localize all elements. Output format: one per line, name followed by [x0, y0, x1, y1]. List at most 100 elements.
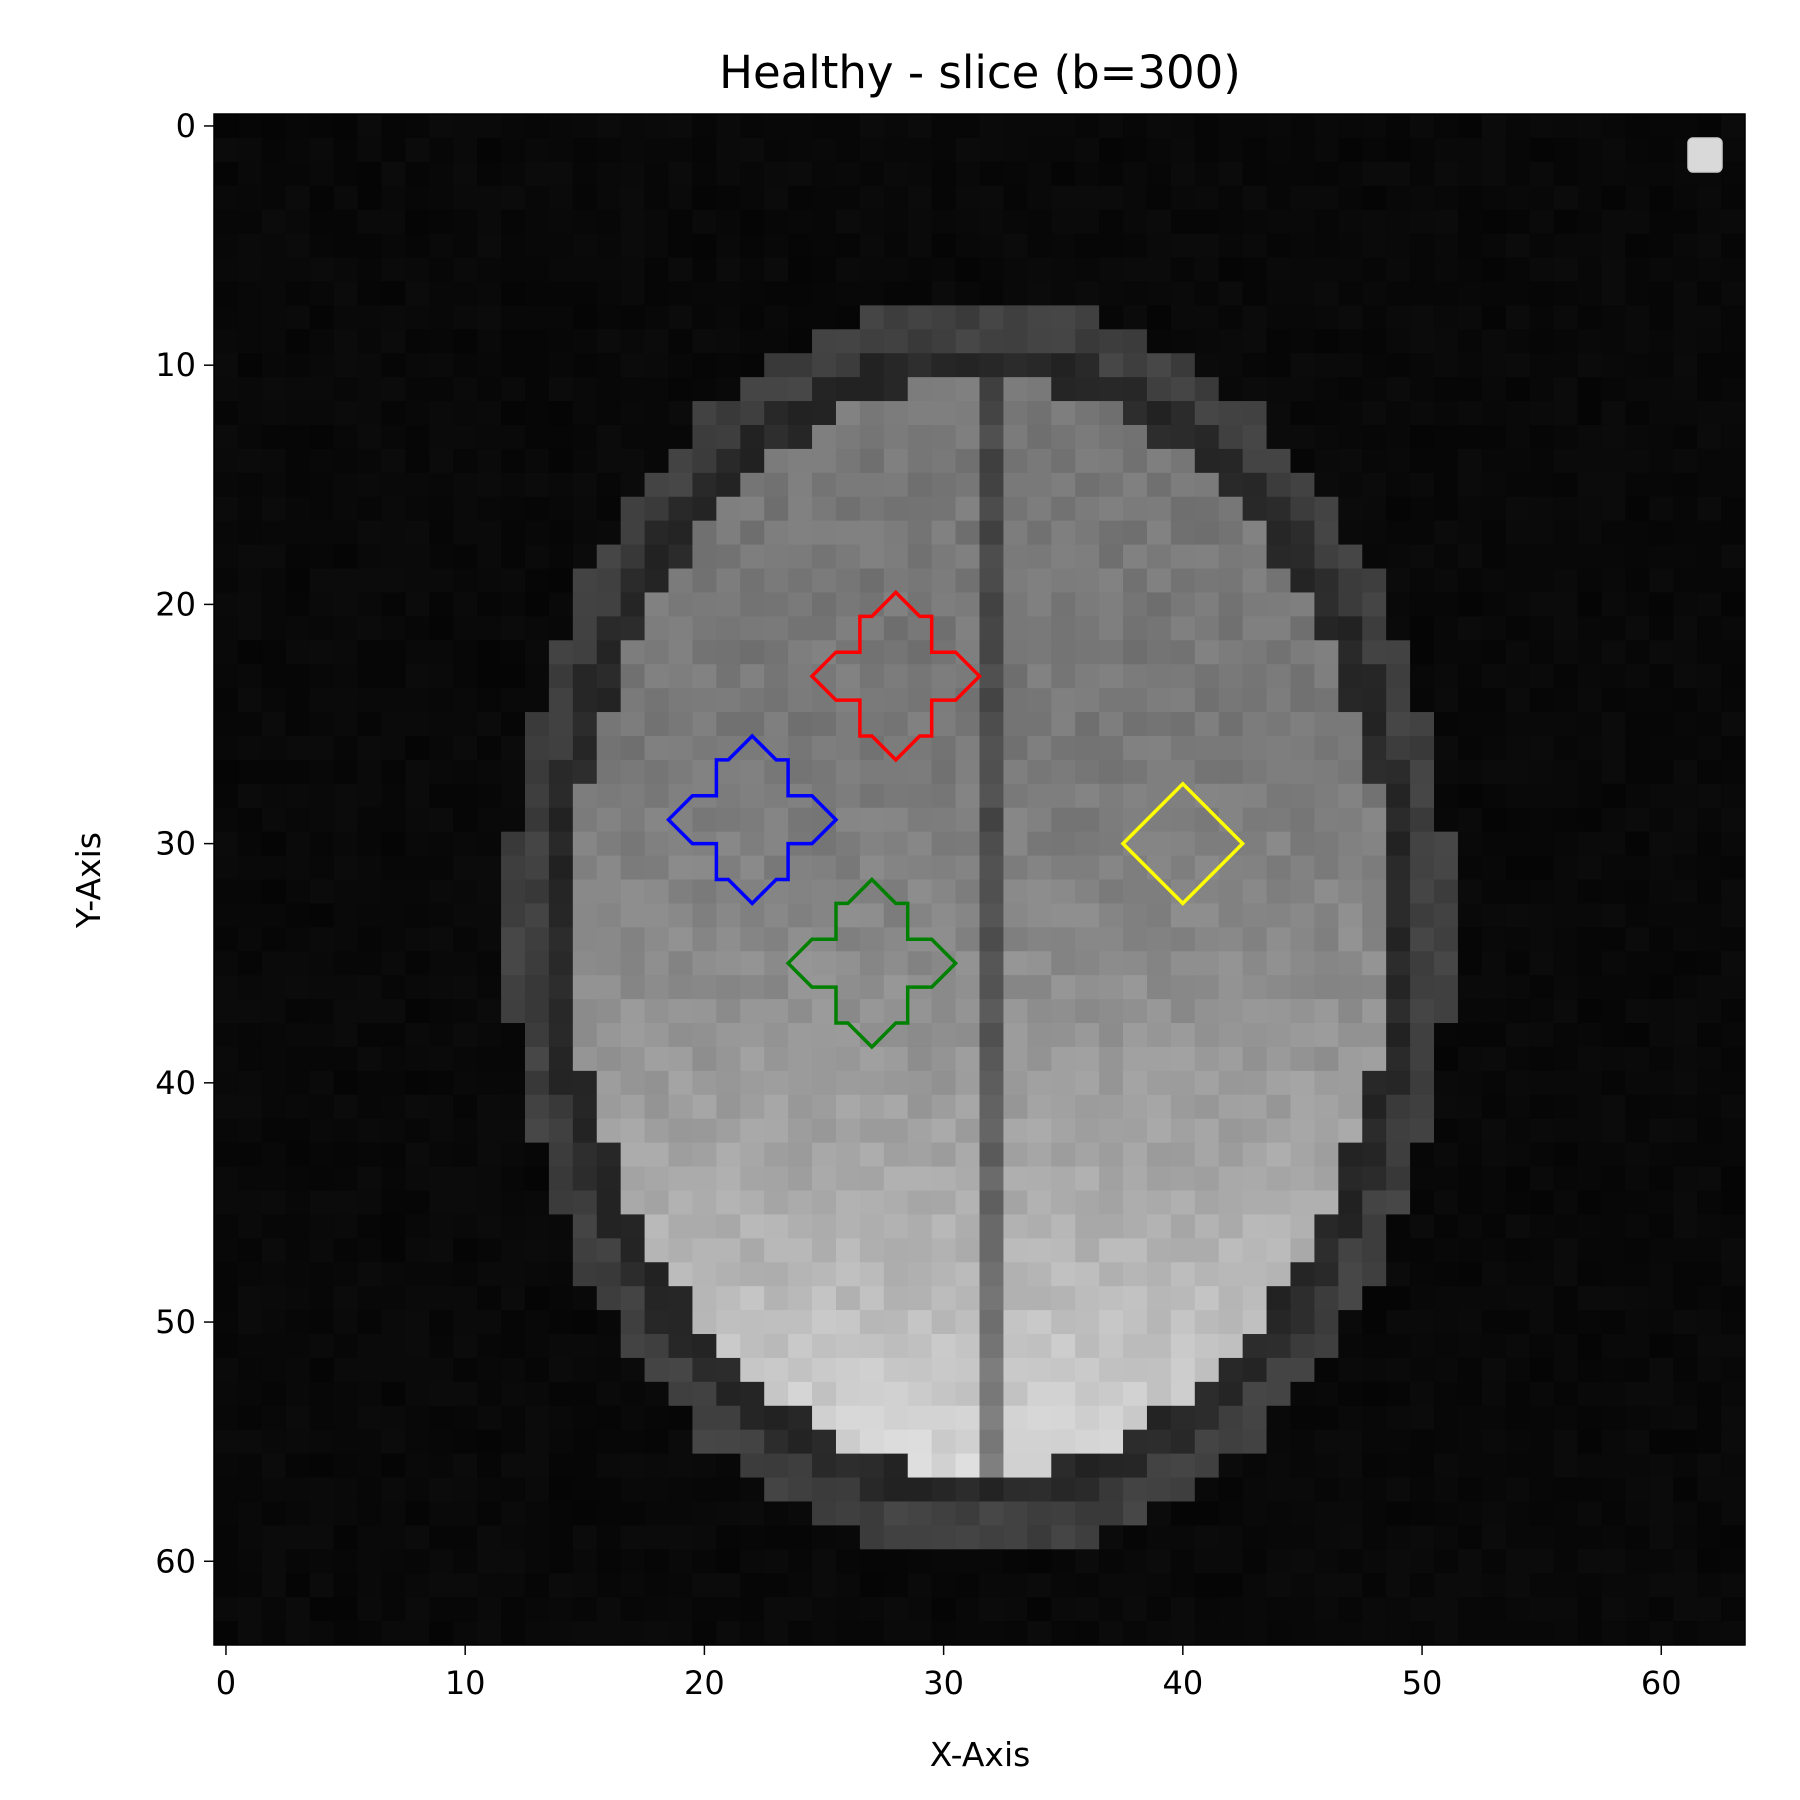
- heatmap-cell: [381, 1190, 406, 1215]
- heatmap-cell: [1434, 161, 1459, 187]
- heatmap-cell: [1457, 137, 1483, 163]
- heatmap-cell: [1218, 1094, 1244, 1120]
- heatmap-cell: [1242, 831, 1268, 857]
- heatmap-cell: [548, 1501, 574, 1526]
- heatmap-cell: [955, 1286, 981, 1311]
- heatmap-cell: [548, 951, 574, 976]
- heatmap-cell: [572, 472, 598, 498]
- heatmap-cell: [716, 735, 741, 761]
- heatmap-cell: [859, 616, 885, 641]
- heatmap-cell: [429, 448, 454, 474]
- heatmap-cell: [429, 281, 454, 306]
- heatmap-cell: [812, 999, 837, 1024]
- heatmap-cell: [261, 1405, 287, 1431]
- heatmap-cell: [1625, 1190, 1650, 1215]
- heatmap-cell: [1123, 185, 1148, 211]
- heatmap-cell: [1290, 1238, 1315, 1263]
- heatmap-cell: [692, 1525, 717, 1550]
- heatmap-cell: [1266, 999, 1292, 1024]
- heatmap-cell: [979, 1046, 1005, 1072]
- heatmap-cell: [1218, 257, 1244, 283]
- heatmap-cell: [1577, 257, 1603, 283]
- heatmap-cell: [1410, 424, 1435, 450]
- heatmap-cell: [1003, 377, 1028, 402]
- heatmap-cell: [405, 1453, 430, 1479]
- heatmap-cell: [644, 377, 670, 402]
- heatmap-cell: [1170, 1429, 1196, 1455]
- heatmap-cell: [812, 1357, 837, 1383]
- heatmap-cell: [1099, 281, 1124, 306]
- heatmap-cell: [931, 616, 957, 641]
- heatmap-cell: [1314, 1094, 1339, 1120]
- heatmap-cell: [1099, 137, 1124, 163]
- heatmap-cell: [644, 759, 670, 785]
- heatmap-cell: [979, 496, 1005, 522]
- heatmap-cell: [333, 975, 359, 1000]
- heatmap-cell: [1697, 1334, 1722, 1359]
- heatmap-cell: [429, 161, 454, 187]
- heatmap-cell: [788, 903, 813, 928]
- heatmap-cell: [548, 1334, 574, 1359]
- heatmap-cell: [405, 616, 430, 641]
- heatmap-cell: [1003, 951, 1028, 976]
- heatmap-cell: [429, 831, 454, 857]
- heatmap-cell: [1290, 1597, 1315, 1622]
- heatmap-cell: [1362, 1118, 1387, 1144]
- heatmap-cell: [501, 999, 526, 1024]
- heatmap-cell: [955, 520, 981, 546]
- heatmap-cell: [1123, 1118, 1148, 1144]
- heatmap-cell: [931, 233, 957, 259]
- heatmap-cell: [1601, 1334, 1626, 1359]
- heatmap-cell: [1481, 1573, 1507, 1598]
- heatmap-cell: [429, 1597, 454, 1622]
- heatmap-cell: [812, 544, 837, 570]
- heatmap-cell: [1075, 664, 1100, 689]
- heatmap-cell: [1075, 520, 1100, 546]
- heatmap-cell: [1338, 688, 1363, 713]
- heatmap-cell: [692, 377, 717, 402]
- heatmap-cell: [979, 257, 1005, 283]
- heatmap-cell: [405, 185, 430, 211]
- heatmap-cell: [1194, 281, 1220, 306]
- heatmap-cell: [1051, 1573, 1076, 1598]
- heatmap-cell: [1027, 1429, 1052, 1455]
- heatmap-cell: [237, 496, 263, 522]
- heatmap-cell: [1338, 1214, 1363, 1239]
- heatmap-cell: [1338, 1549, 1363, 1574]
- heatmap-cell: [596, 688, 622, 713]
- heatmap-cell: [955, 1597, 981, 1622]
- heatmap-cell: [1338, 1046, 1363, 1072]
- heatmap-cell: [1601, 1286, 1626, 1311]
- heatmap-cell: [859, 1023, 885, 1048]
- heatmap-cell: [1123, 1597, 1148, 1622]
- heatmap-cell: [1529, 1405, 1555, 1431]
- heatmap-cell: [1601, 1621, 1626, 1645]
- heatmap-cell: [955, 1023, 981, 1048]
- heatmap-cell: [237, 807, 263, 833]
- heatmap-cell: [979, 424, 1005, 450]
- heatmap-cell: [764, 1453, 789, 1479]
- heatmap-cell: [357, 855, 383, 881]
- heatmap-cell: [596, 1381, 622, 1407]
- heatmap-cell: [1601, 975, 1626, 1000]
- heatmap-cell: [859, 664, 885, 689]
- heatmap-cell: [214, 664, 239, 689]
- heatmap-cell: [788, 114, 813, 139]
- heatmap-cell: [1481, 831, 1507, 857]
- heatmap-cell: [1194, 257, 1220, 283]
- heatmap-cell: [1146, 1597, 1172, 1622]
- heatmap-cell: [1362, 1357, 1387, 1383]
- heatmap-cell: [1529, 783, 1555, 809]
- heatmap-cell: [1386, 377, 1411, 402]
- heatmap-cell: [1721, 185, 1745, 211]
- heatmap-cell: [1338, 353, 1363, 378]
- heatmap-cell: [883, 472, 909, 498]
- heatmap-cell: [644, 712, 670, 737]
- heatmap-cell: [1218, 185, 1244, 211]
- heatmap-cell: [883, 1262, 909, 1287]
- heatmap-cell: [1577, 807, 1603, 833]
- heatmap-cell: [1123, 1429, 1148, 1455]
- heatmap-cell: [214, 831, 239, 857]
- heatmap-cell: [620, 424, 646, 450]
- heatmap-cell: [333, 472, 359, 498]
